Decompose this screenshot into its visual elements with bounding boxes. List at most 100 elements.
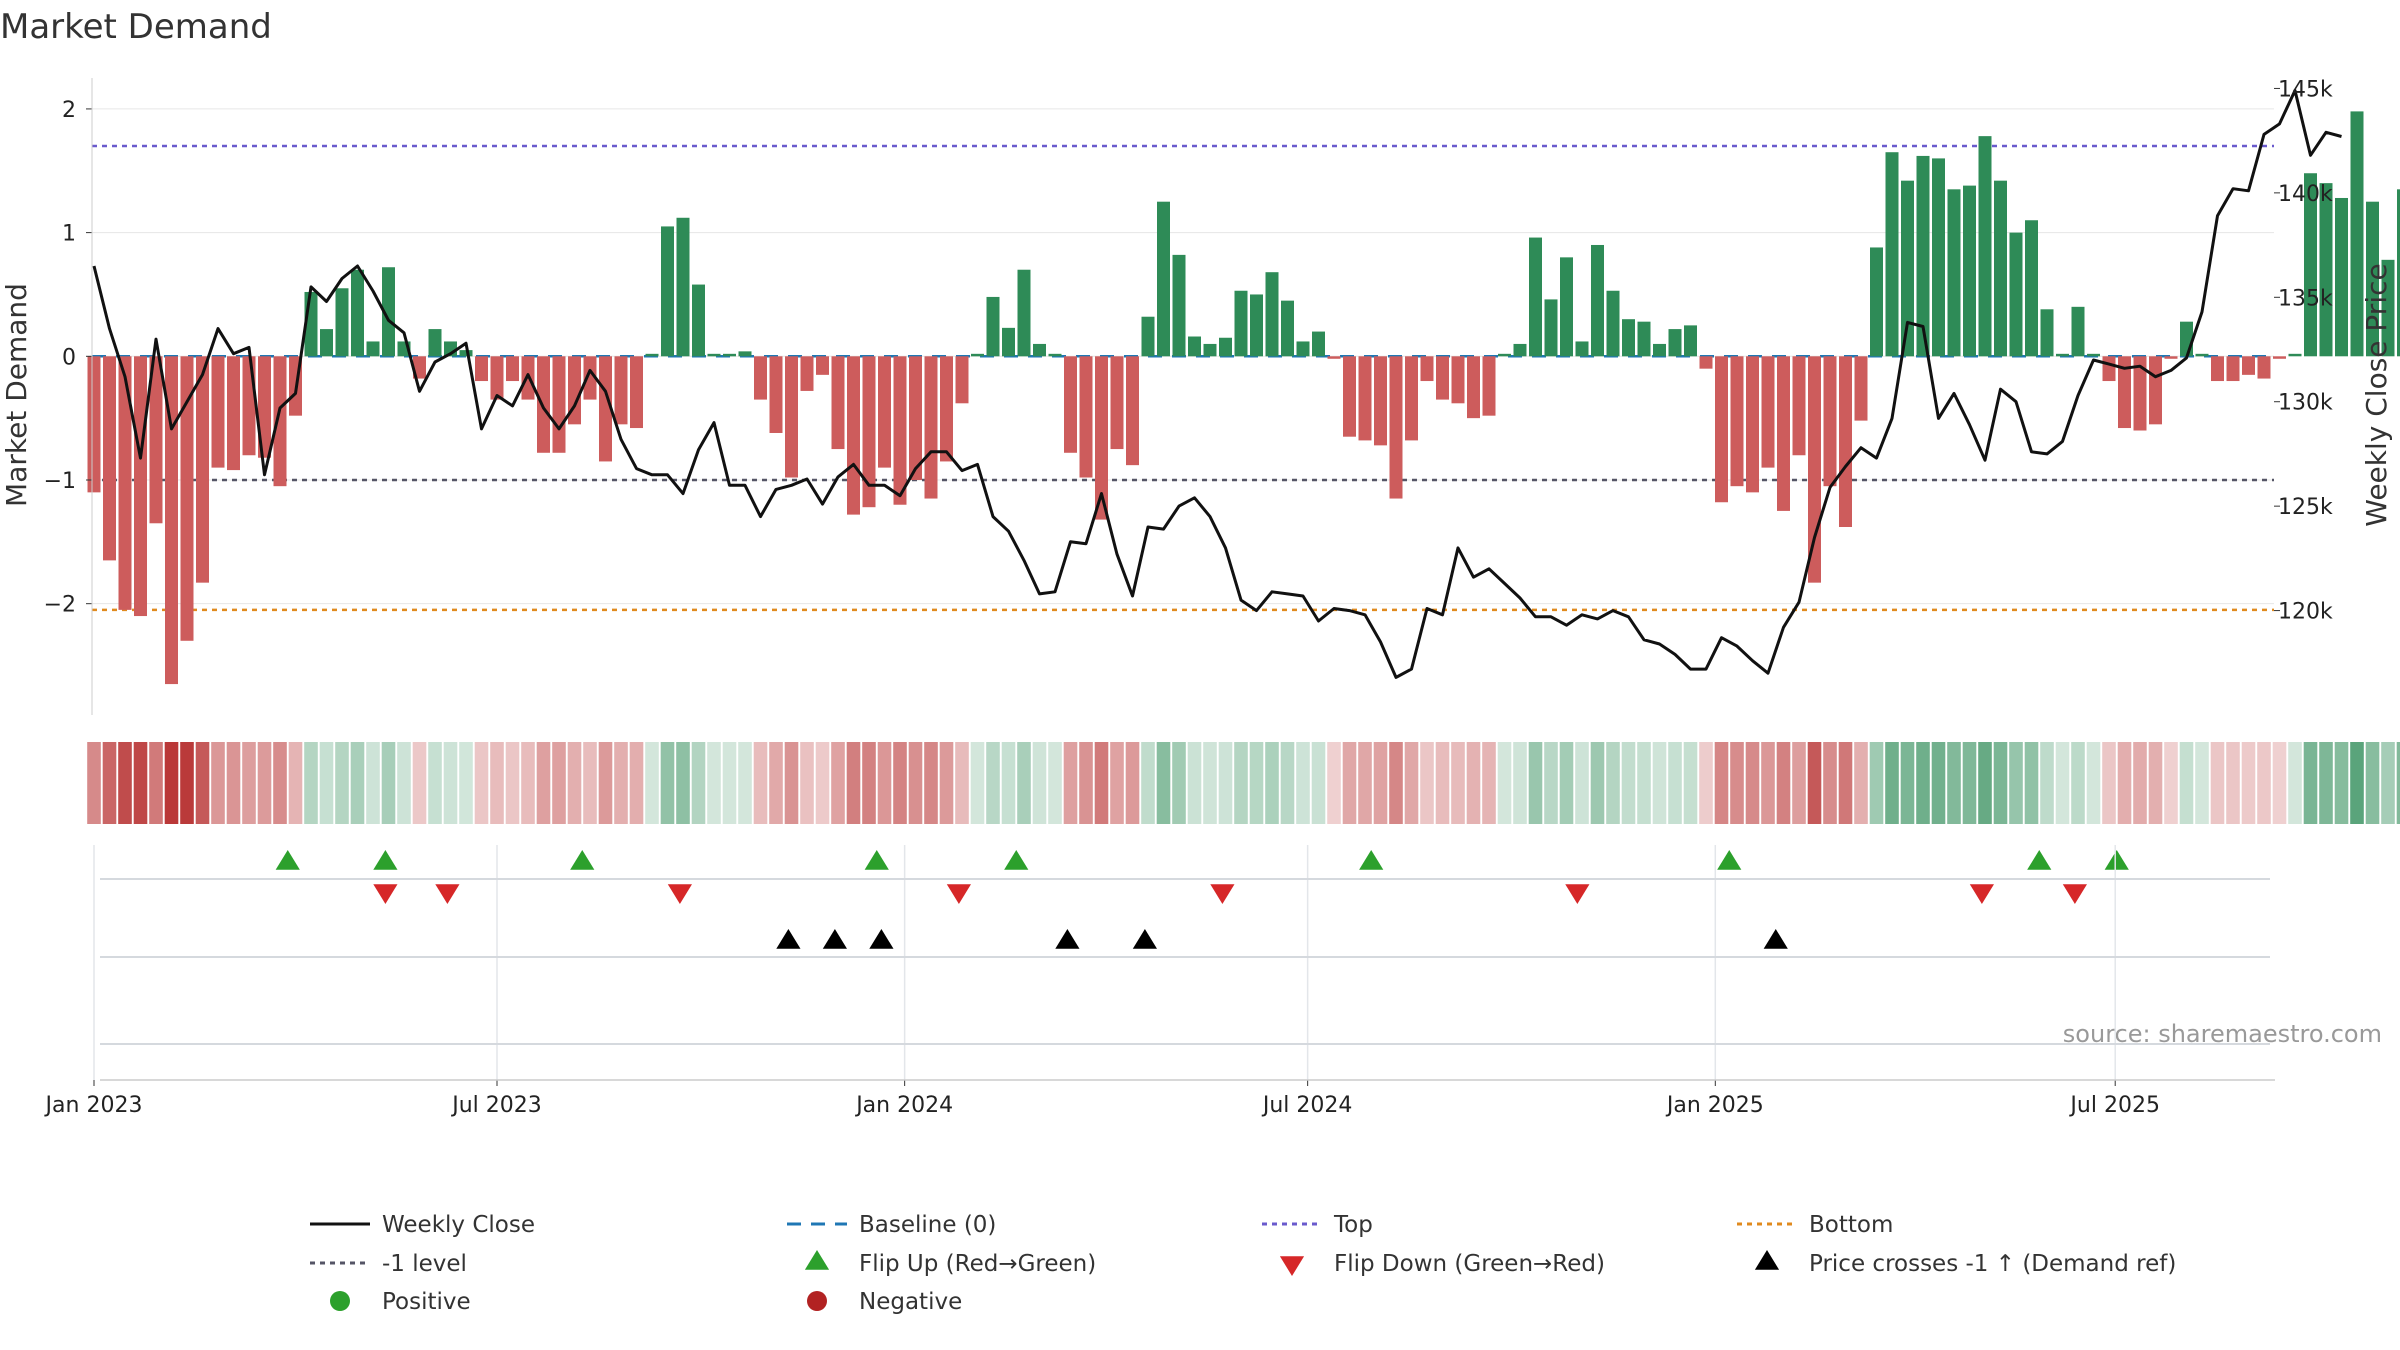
legend-item-flip_down: Flip Down (Green→Red) [1279, 1251, 1605, 1277]
demand-bar [1079, 356, 1093, 478]
demand-bar [909, 356, 922, 480]
heat-cell [319, 742, 334, 824]
demand-bar [2211, 356, 2224, 382]
demand-heat-strip [87, 742, 2400, 824]
heat-cell [257, 742, 272, 824]
demand-bar [1529, 237, 1542, 357]
heat-cell [226, 742, 241, 824]
demand-bar [1343, 356, 1356, 437]
x-tick-label: Jan 2025 [1665, 1093, 1764, 1118]
demand-bar [1374, 356, 1387, 446]
demand-bar [2350, 111, 2364, 357]
heat-cell [1265, 742, 1279, 824]
heat-cell [1141, 742, 1155, 824]
heat-cell [1311, 742, 1326, 824]
heat-cell [521, 742, 535, 824]
heat-cell [2396, 742, 2400, 824]
heat-cell [660, 742, 675, 824]
heat-cell [1358, 742, 1372, 824]
demand-bar [2164, 356, 2178, 359]
demand-bar [955, 356, 969, 404]
heat-cell [366, 742, 380, 824]
heat-cell [1652, 742, 1667, 824]
heat-cell [1249, 742, 1264, 824]
legend-swatch [804, 1250, 830, 1270]
legend-label: Top [1333, 1212, 1373, 1238]
heat-cell [1559, 742, 1574, 824]
heat-cell [1900, 742, 1915, 824]
legend-item-close: Weekly Close [310, 1212, 535, 1238]
heat-cell [2195, 742, 2209, 824]
x-tick-label: Jul 2023 [450, 1093, 542, 1118]
heat-cell [1776, 742, 1791, 824]
heat-cell [583, 742, 597, 824]
heat-cell [304, 742, 318, 824]
heat-cell [428, 742, 442, 824]
flip-up-marker [373, 850, 398, 870]
heat-cell [691, 742, 706, 824]
demand-bar [2304, 173, 2317, 357]
demand-bar [1467, 356, 1480, 419]
demand-bar [134, 356, 147, 617]
heat-cell [552, 742, 566, 824]
demand-bar [1265, 272, 1279, 357]
heat-cell [1017, 742, 1031, 824]
demand-bar [165, 356, 178, 685]
flip-down-marker [1565, 884, 1590, 904]
demand-bar [1281, 300, 1294, 357]
price-cross-marker [1132, 929, 1157, 949]
demand-bar [1668, 329, 1682, 357]
demand-bar [490, 356, 504, 400]
left-tick-label: −2 [44, 593, 76, 618]
demand-bar [2273, 356, 2286, 359]
heat-cell [2148, 742, 2163, 824]
demand-bar [723, 353, 736, 357]
flip-up-marker [2027, 850, 2052, 870]
heat-cell [784, 742, 799, 824]
left-axis-label: Market Demand [0, 283, 33, 507]
heat-cell [1714, 742, 1729, 824]
x-tick-label: Jan 2023 [44, 1093, 143, 1118]
heat-cell [831, 742, 845, 824]
heat-cell [2040, 742, 2054, 824]
demand-bar [614, 356, 628, 425]
heat-cell [1048, 742, 1062, 824]
legend-label: Flip Up (Red→Green) [859, 1251, 1096, 1277]
flip-down-marker [667, 884, 692, 904]
heat-cell [567, 742, 582, 824]
legend-label: Bottom [1809, 1212, 1893, 1238]
demand-bar [320, 329, 333, 357]
demand-bar [242, 356, 256, 456]
heat-cell [1606, 742, 1620, 824]
demand-bar [2257, 356, 2271, 379]
heat-cell [707, 742, 721, 824]
heat-cell [1466, 742, 1481, 824]
demand-bar [1916, 155, 1930, 357]
demand-bar [940, 356, 953, 462]
heat-cell [1962, 742, 1977, 824]
demand-bar [87, 356, 101, 493]
heat-cell [1761, 742, 1775, 824]
heat-cell [273, 742, 287, 824]
heat-cell [1420, 742, 1434, 824]
price-cross-marker [869, 929, 894, 949]
heat-cell [722, 742, 737, 824]
right-tick-label: 130k [2278, 391, 2333, 416]
demand-bar [816, 356, 829, 375]
heat-cell [924, 742, 938, 824]
heat-cell [1280, 742, 1295, 824]
legend-swatch [1279, 1256, 1305, 1276]
demand-bar [2087, 353, 2100, 357]
demand-bar [1823, 356, 1837, 487]
demand-bar [769, 356, 783, 433]
demand-bar [1389, 356, 1403, 499]
heat-cell [1156, 742, 1171, 824]
demand-bar [1684, 325, 1697, 357]
heat-cell [2024, 742, 2039, 824]
x-tick-label: Jan 2024 [854, 1093, 953, 1118]
heat-cell [2133, 742, 2147, 824]
heat-cell [2055, 742, 2070, 824]
heat-cell [1807, 742, 1822, 824]
heat-cell [1869, 742, 1884, 824]
heat-cell [118, 742, 132, 824]
